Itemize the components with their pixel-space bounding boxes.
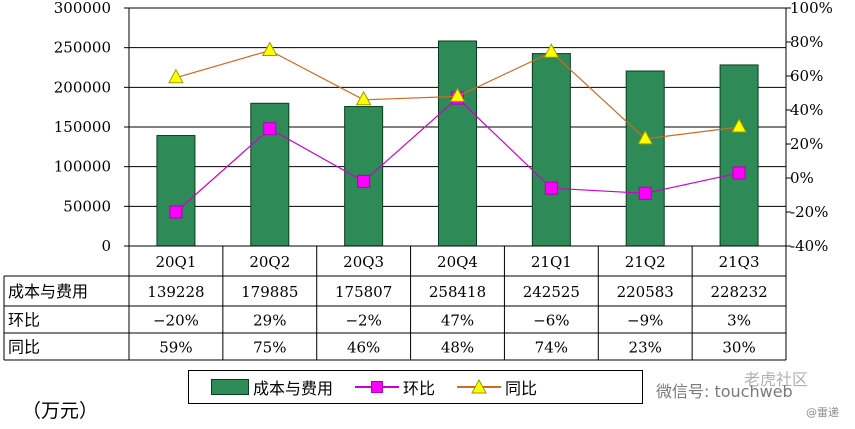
yoy-point-21Q2 — [637, 129, 654, 145]
legend-item-yoy: 同比 — [457, 375, 537, 399]
qoq-point-20Q1 — [169, 205, 183, 219]
table-cell: 23% — [629, 339, 662, 357]
bar-21Q1 — [531, 53, 571, 247]
yoy-point-20Q1 — [168, 68, 184, 84]
x-tick-label: 21Q2 — [625, 253, 666, 271]
y-right-tick-label: 80% — [790, 33, 823, 51]
legend-swatch-yoy — [457, 379, 502, 395]
y-left-tick-label: 100000 — [54, 158, 111, 176]
table-cell: 59% — [159, 339, 192, 357]
yoy-point-20Q3 — [355, 90, 372, 106]
watermark-text: 微信号: touchweb — [656, 382, 793, 401]
qoq-point-20Q3 — [357, 174, 371, 188]
table-cell: −9% — [627, 312, 663, 330]
qoq-point-20Q2 — [263, 122, 277, 136]
legend-label-yoy: 同比 — [505, 379, 538, 398]
table-cell: −2% — [345, 312, 381, 330]
x-tick-label: 20Q4 — [437, 253, 478, 271]
legend-label-qoq: 环比 — [403, 379, 436, 398]
bar-21Q3 — [719, 64, 759, 247]
y-left-tick-label: 250000 — [54, 39, 111, 57]
qoq-point-21Q2 — [638, 186, 652, 200]
table-cell: 46% — [347, 339, 380, 357]
y-right-tick-label: 40% — [790, 101, 823, 119]
table-cell: −6% — [533, 312, 569, 330]
yoy-point-20Q4 — [449, 87, 466, 102]
y-left-tick-label: 200000 — [54, 78, 111, 96]
y-right-tick-label: 0% — [790, 169, 814, 187]
table-cell: 30% — [722, 339, 755, 357]
x-tick-label: 21Q3 — [719, 253, 760, 271]
x-tick-label: 21Q1 — [531, 253, 572, 271]
unit-label: （万元） — [22, 400, 99, 422]
x-tick-label: 20Q2 — [249, 253, 290, 271]
table-cell: 258418 — [429, 283, 486, 301]
qoq-point-21Q3 — [732, 166, 746, 180]
table-cell: 179885 — [241, 283, 298, 301]
yoy-point-21Q1 — [543, 43, 560, 58]
table-cell: −20% — [153, 312, 199, 330]
watermark-brand: 老虎社区 — [744, 370, 809, 389]
table-cell: 29% — [253, 312, 286, 330]
x-tick-label: 20Q3 — [343, 253, 384, 271]
legend-item-cost: 成本与费用 — [211, 375, 333, 399]
bar-20Q1 — [156, 135, 196, 247]
x-tick-label: 20Q1 — [155, 253, 196, 271]
y-right-tick-label: 20% — [790, 135, 823, 153]
table-cell: 48% — [441, 339, 474, 357]
bar-20Q2 — [250, 102, 290, 247]
bar-20Q4 — [438, 40, 477, 247]
table-cell: 175807 — [335, 283, 392, 301]
legend-label-cost: 成本与费用 — [253, 379, 334, 398]
table-row-label: 成本与费用 — [8, 282, 88, 301]
table-cell: 74% — [535, 339, 568, 357]
watermark-small: @雷递 — [806, 406, 839, 419]
y-left-tick-label: 50000 — [63, 197, 111, 215]
y-right-tick-label: 100% — [790, 0, 833, 17]
chart-legend: 成本与费用 环比 同比 — [188, 370, 643, 404]
y-right-tick-label: -20% — [790, 203, 828, 221]
table-cell: 228232 — [710, 283, 767, 301]
legend-swatch-bar — [211, 379, 249, 395]
qoq-point-21Q1 — [544, 181, 558, 195]
table-cell: 75% — [253, 339, 286, 357]
table-cell: 139228 — [147, 283, 204, 301]
y-left-tick-label: 0 — [101, 237, 111, 255]
table-row-label: 环比 — [8, 311, 40, 330]
y-left-tick-label: 150000 — [54, 118, 111, 136]
table-cell: 3% — [727, 312, 751, 330]
y-right-tick-label: 60% — [790, 67, 823, 85]
legend-item-qoq: 环比 — [355, 375, 435, 399]
yoy-point-21Q3 — [731, 117, 747, 133]
bar-21Q2 — [625, 70, 665, 247]
y-right-tick-label: -40% — [790, 237, 828, 255]
table-cell: 47% — [441, 312, 474, 330]
legend-swatch-qoq — [355, 379, 400, 395]
table-cell: 242525 — [523, 283, 580, 301]
y-left-tick-label: 300000 — [54, 0, 111, 17]
table-row-label: 同比 — [8, 338, 40, 357]
table-cell: 220583 — [617, 283, 674, 301]
yoy-point-20Q2 — [261, 41, 278, 56]
